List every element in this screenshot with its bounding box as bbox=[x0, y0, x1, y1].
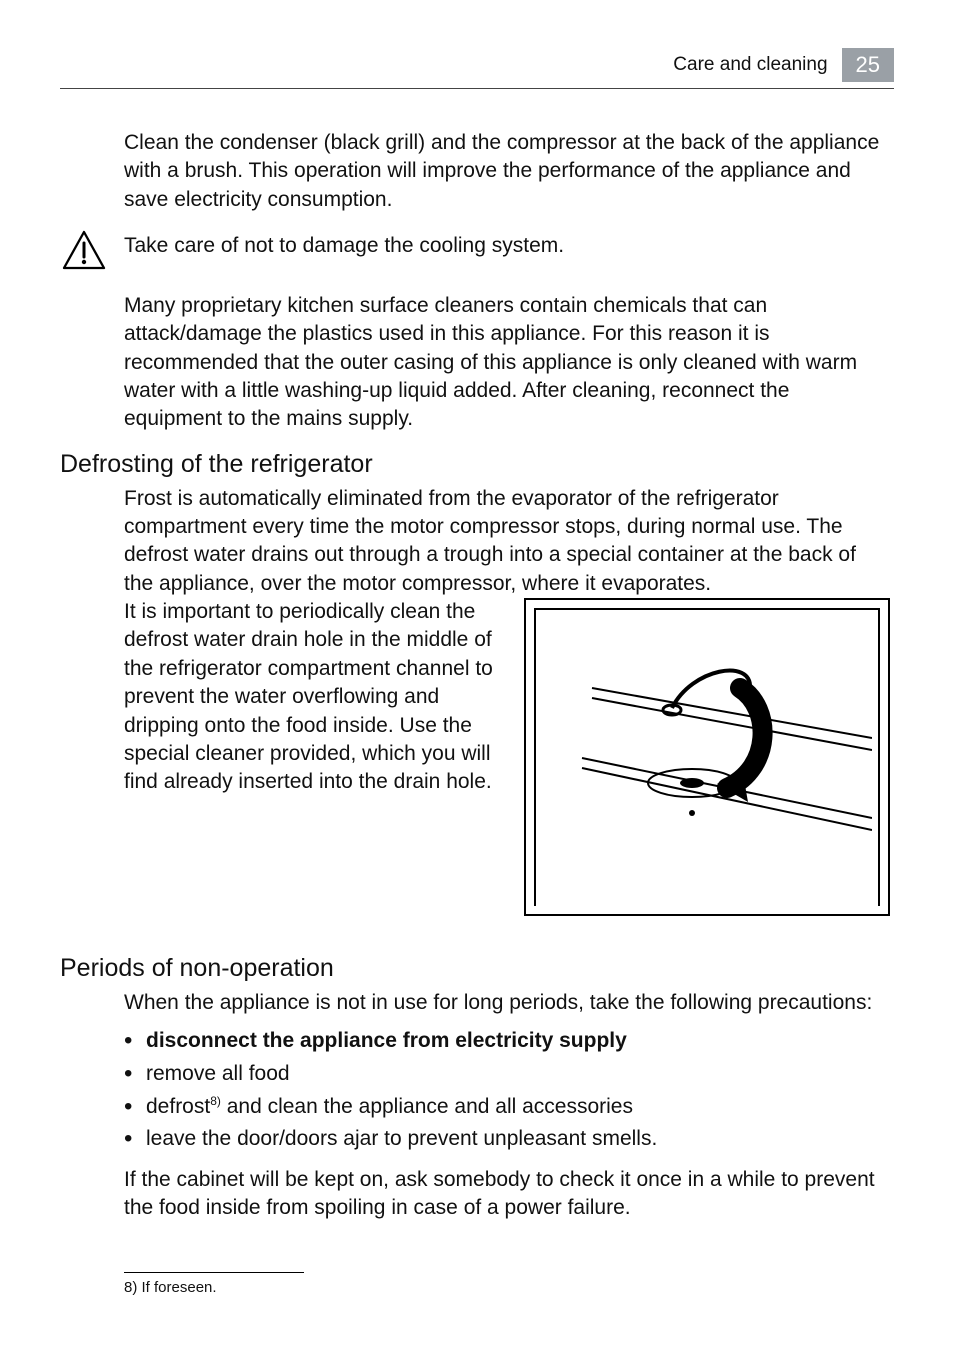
cleaners-paragraph: Many proprietary kitchen surface cleaner… bbox=[124, 292, 890, 434]
warning-triangle-icon bbox=[62, 230, 106, 270]
drain-hole-illustration-icon bbox=[542, 618, 872, 898]
warning-row: Take care of not to damage the cooling s… bbox=[60, 230, 894, 270]
warning-text: Take care of not to damage the cooling s… bbox=[124, 232, 894, 260]
defrost-figure bbox=[524, 598, 890, 916]
defrost-left-col: It is important to periodically clean th… bbox=[124, 598, 508, 796]
nonop-b1-text: disconnect the appliance from electricit… bbox=[146, 1029, 627, 1052]
nonop-heading: Periods of non-operation bbox=[60, 954, 894, 983]
warning-icon-col bbox=[60, 230, 108, 270]
nonop-bullet-1: disconnect the appliance from electricit… bbox=[124, 1025, 890, 1058]
footnote-block: 8) If foreseen. bbox=[124, 1272, 304, 1296]
page-header: Care and cleaning 25 bbox=[60, 48, 894, 82]
nonop-bullet-3: defrost8) and clean the appliance and al… bbox=[124, 1091, 890, 1124]
header-section-title: Care and cleaning bbox=[673, 54, 827, 76]
nonop-intro: When the appliance is not in use for lon… bbox=[124, 989, 890, 1017]
defrost-para2: It is important to periodically clean th… bbox=[124, 598, 508, 796]
footnote-text: 8) If foreseen. bbox=[124, 1279, 217, 1296]
nonop-bullet-list: disconnect the appliance from electricit… bbox=[124, 1025, 890, 1155]
condenser-paragraph: Clean the condenser (black grill) and th… bbox=[124, 129, 890, 214]
defrost-para1: Frost is automatically eliminated from t… bbox=[124, 485, 890, 598]
body-2: Many proprietary kitchen surface cleaner… bbox=[124, 292, 890, 434]
defrost-figure-inner bbox=[534, 608, 880, 906]
nonop-outro: If the cabinet will be kept on, ask some… bbox=[124, 1166, 890, 1223]
defrost-body: Frost is automatically eliminated from t… bbox=[124, 485, 890, 916]
header-page-number: 25 bbox=[842, 48, 894, 82]
nonop-b4-text: leave the door/doors ajar to prevent unp… bbox=[146, 1127, 657, 1150]
nonop-b2-text: remove all food bbox=[146, 1062, 290, 1085]
nonop-body: When the appliance is not in use for lon… bbox=[124, 989, 890, 1222]
nonop-b3-sup: 8) bbox=[210, 1094, 221, 1108]
footnote-rule bbox=[124, 1272, 304, 1273]
nonop-b3-post: and clean the appliance and all accessor… bbox=[221, 1095, 633, 1118]
defrost-two-col: It is important to periodically clean th… bbox=[124, 598, 890, 916]
page-container: Care and cleaning 25 Clean the condenser… bbox=[0, 0, 954, 1352]
nonop-b3-pre: defrost bbox=[146, 1095, 210, 1118]
body: Clean the condenser (black grill) and th… bbox=[124, 129, 890, 214]
header-rule bbox=[60, 88, 894, 89]
nonop-bullet-4: leave the door/doors ajar to prevent unp… bbox=[124, 1123, 890, 1156]
defrost-heading: Defrosting of the refrigerator bbox=[60, 450, 894, 479]
nonop-bullet-2: remove all food bbox=[124, 1058, 890, 1091]
